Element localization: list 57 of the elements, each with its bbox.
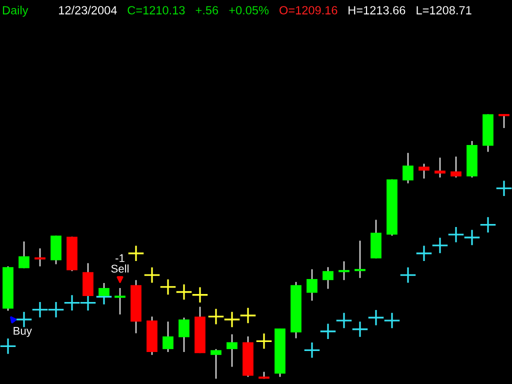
candlestick	[162, 320, 174, 353]
point	[464, 229, 480, 246]
text: 12/23/2004	[59, 6, 117, 14]
point	[224, 311, 240, 328]
point	[208, 308, 224, 326]
point	[128, 244, 144, 262]
point	[496, 180, 512, 197]
point	[144, 266, 160, 284]
point	[480, 216, 496, 234]
chart-title: Daily	[2, 6, 28, 17]
point	[0, 338, 16, 355]
point	[240, 307, 256, 324]
candlestick	[178, 316, 190, 353]
candlestick	[338, 260, 350, 281]
point	[384, 312, 400, 330]
point	[416, 244, 432, 262]
point	[64, 294, 80, 312]
candlestick	[34, 248, 46, 268]
text: C=1210.13	[128, 6, 185, 14]
annotation: Buy	[14, 327, 32, 337]
point	[256, 332, 272, 350]
candlestick	[18, 240, 30, 269]
point	[336, 312, 352, 330]
annotation: Sell	[111, 264, 129, 273]
candlestick	[322, 266, 334, 290]
candlestick	[226, 334, 238, 368]
point	[16, 311, 32, 328]
point	[80, 294, 96, 312]
point	[160, 278, 176, 296]
text: L=1208.71	[416, 6, 472, 14]
candlestick	[450, 156, 462, 178]
text: +.56	[196, 6, 218, 14]
candlestick	[402, 152, 414, 184]
candlestick	[98, 282, 110, 297]
candlestick	[434, 156, 446, 178]
point	[320, 322, 336, 340]
candlestick	[114, 287, 126, 316]
point	[368, 309, 384, 326]
point	[48, 301, 64, 318]
text: O=1209.16	[280, 6, 338, 14]
text: +0.05%	[229, 6, 269, 14]
point	[304, 342, 320, 359]
candlestick	[498, 114, 510, 129]
candlestick	[82, 262, 94, 297]
point	[432, 236, 448, 254]
point	[352, 320, 368, 338]
point	[448, 226, 464, 244]
candlestick	[354, 240, 366, 279]
point	[32, 301, 48, 318]
annotation: -1	[116, 254, 124, 262]
candlestick	[210, 348, 222, 380]
candlestick	[306, 268, 318, 302]
point	[400, 266, 416, 284]
candlestick	[418, 163, 430, 180]
point	[176, 284, 192, 300]
text: H=1213.66	[348, 6, 406, 14]
point	[192, 286, 208, 304]
